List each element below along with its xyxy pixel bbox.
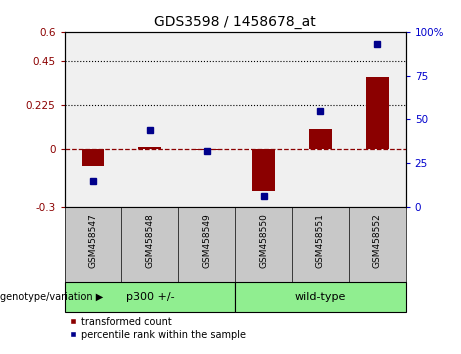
Text: GSM458550: GSM458550 <box>259 213 268 268</box>
Bar <box>82 149 104 166</box>
Bar <box>195 149 218 150</box>
Legend: transformed count, percentile rank within the sample: transformed count, percentile rank withi… <box>70 317 246 340</box>
Text: GSM458548: GSM458548 <box>145 213 154 268</box>
Bar <box>366 76 389 149</box>
Bar <box>65 282 235 312</box>
Bar <box>252 149 275 191</box>
Text: genotype/variation ▶: genotype/variation ▶ <box>0 292 103 302</box>
Bar <box>138 147 161 149</box>
Text: GSM458547: GSM458547 <box>89 213 97 268</box>
Text: GSM458552: GSM458552 <box>373 213 382 268</box>
Title: GDS3598 / 1458678_at: GDS3598 / 1458678_at <box>154 16 316 29</box>
Text: GSM458549: GSM458549 <box>202 213 211 268</box>
Text: GSM458551: GSM458551 <box>316 213 325 268</box>
Text: p300 +/-: p300 +/- <box>125 292 174 302</box>
Text: wild-type: wild-type <box>295 292 346 302</box>
Bar <box>309 129 332 149</box>
Bar <box>235 282 406 312</box>
